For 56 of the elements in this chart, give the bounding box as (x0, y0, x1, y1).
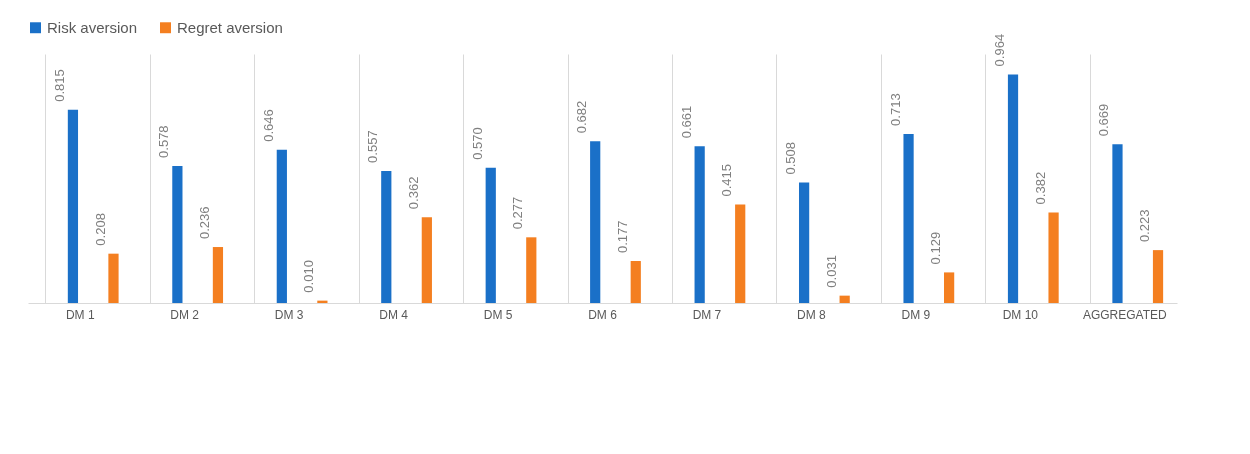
bar (526, 237, 537, 303)
x-tick-label: DM 9 (901, 307, 931, 322)
bar (735, 204, 746, 303)
data-label: 0.661 (678, 105, 694, 139)
data-label: 0.815 (51, 69, 67, 102)
legend-label: Regret aversion (177, 18, 283, 36)
data-label: 0.129 (928, 231, 944, 265)
bar (172, 165, 183, 303)
x-tick-label: DM 5 (483, 307, 513, 322)
x-tick-label: DM 3 (274, 307, 304, 322)
data-label: 0.208 (92, 213, 108, 246)
x-tick-label: DM 7 (692, 307, 722, 322)
data-label: 0.508 (783, 141, 799, 175)
bar (1048, 212, 1059, 303)
bar (108, 253, 119, 303)
data-label: 0.362 (405, 176, 421, 210)
bar (694, 146, 705, 303)
bar (799, 182, 810, 303)
data-label: 0.713 (887, 93, 903, 126)
bar (839, 295, 850, 303)
data-label: 0.646 (260, 109, 276, 142)
x-tick-label: DM 6 (588, 307, 618, 322)
bar (1152, 250, 1164, 303)
data-label: 0.682 (574, 100, 590, 134)
data-label: 0.669 (1096, 103, 1112, 137)
data-label: 0.177 (614, 220, 630, 254)
x-tick-label: DM 4 (379, 307, 409, 322)
data-label: 0.557 (365, 130, 381, 163)
x-tick-label: DM 8 (797, 307, 827, 322)
bar (590, 141, 601, 303)
data-label: 0.964 (992, 33, 1008, 67)
x-tick-label: DM 1 (65, 307, 95, 322)
bar (421, 217, 432, 303)
data-label: 0.031 (823, 255, 839, 288)
data-label: 0.578 (156, 125, 172, 158)
bar (1007, 74, 1019, 303)
bar (630, 261, 641, 303)
data-label: 0.415 (719, 164, 735, 197)
data-label: 0.277 (510, 196, 526, 230)
bar (944, 272, 955, 303)
x-tick-label: AGGREGATED (1082, 307, 1167, 322)
x-tick-label: DM 2 (170, 307, 200, 322)
bar (903, 133, 914, 303)
data-label: 0.223 (1137, 209, 1153, 243)
bar (485, 167, 496, 303)
data-label: 0.570 (469, 127, 485, 160)
bar (381, 170, 392, 303)
bar (276, 149, 287, 303)
bar (1112, 144, 1123, 303)
legend-label: Risk aversion (47, 18, 138, 36)
bar (212, 247, 224, 303)
data-label: 0.010 (301, 260, 317, 293)
bar (67, 109, 79, 303)
data-label: 0.236 (196, 206, 212, 240)
x-tick-label: DM 10 (1002, 307, 1039, 322)
data-label: 0.382 (1032, 171, 1048, 205)
